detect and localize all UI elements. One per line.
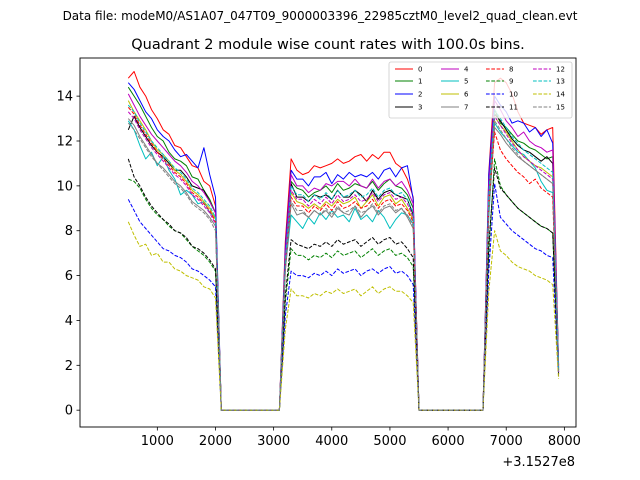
- legend-label-6: 6: [464, 91, 469, 99]
- plot-frame: [79, 57, 577, 428]
- legend-label-2: 2: [418, 91, 422, 99]
- series-line-9: [128, 158, 560, 411]
- y-tick-label: 0: [65, 404, 73, 419]
- plot-lines: [127, 71, 560, 411]
- x-tick-label: 6000: [432, 434, 465, 449]
- series-line-12: [127, 111, 560, 411]
- series-line-13: [127, 104, 560, 411]
- x-tick-label: 8000: [548, 434, 581, 449]
- series-line-8: [127, 106, 560, 411]
- y-axis-ticks: 0 2 4 6 8 10 12 14: [56, 90, 80, 419]
- y-tick-label: 4: [65, 314, 73, 329]
- legend-label-9: 9: [509, 78, 513, 86]
- y-tick-label: 14: [56, 90, 73, 105]
- legend-label-7: 7: [464, 104, 468, 112]
- legend-label-5: 5: [464, 78, 468, 86]
- legend-label-12: 12: [556, 66, 565, 74]
- legend-label-0: 0: [418, 66, 422, 74]
- y-tick-label: 2: [65, 359, 73, 374]
- y-tick-label: 10: [56, 179, 73, 194]
- suptitle: Data file: modeM0/AS1A07_047T09_90000033…: [63, 9, 578, 23]
- legend-label-15: 15: [556, 104, 565, 112]
- x-tick-label: 5000: [373, 434, 406, 449]
- legend-label-8: 8: [509, 66, 513, 74]
- x-offset-label: +3.1527e8: [502, 455, 575, 470]
- series-line-15: [127, 120, 560, 411]
- y-tick-label: 12: [56, 134, 73, 149]
- x-tick-label: 4000: [315, 434, 348, 449]
- chart-title: Quadrant 2 module wise count rates with …: [131, 37, 525, 53]
- series-line-11: [127, 158, 560, 411]
- legend-label-4: 4: [464, 66, 469, 74]
- legend-box: [388, 61, 573, 119]
- legend-label-13: 13: [556, 78, 565, 86]
- x-tick-label: 3000: [257, 434, 290, 449]
- series-line-10: [127, 183, 560, 411]
- series-line-6: [127, 100, 560, 411]
- legend-label-10: 10: [509, 91, 518, 99]
- series-line-3: [127, 113, 560, 411]
- x-tick-label: 7000: [490, 434, 523, 449]
- y-tick-label: 6: [65, 269, 73, 284]
- legend-label-1: 1: [418, 78, 422, 86]
- legend-label-14: 14: [556, 91, 565, 99]
- legend-label-11: 11: [509, 104, 518, 112]
- legend-label-3: 3: [418, 104, 422, 112]
- series-line-14: [127, 221, 560, 411]
- x-tick-label: 1000: [141, 434, 174, 449]
- y-tick-label: 8: [65, 224, 73, 239]
- x-axis-ticks: 1000 2000 3000 4000 5000 6000 7000 8000: [141, 427, 581, 449]
- x-tick-label: 2000: [199, 434, 232, 449]
